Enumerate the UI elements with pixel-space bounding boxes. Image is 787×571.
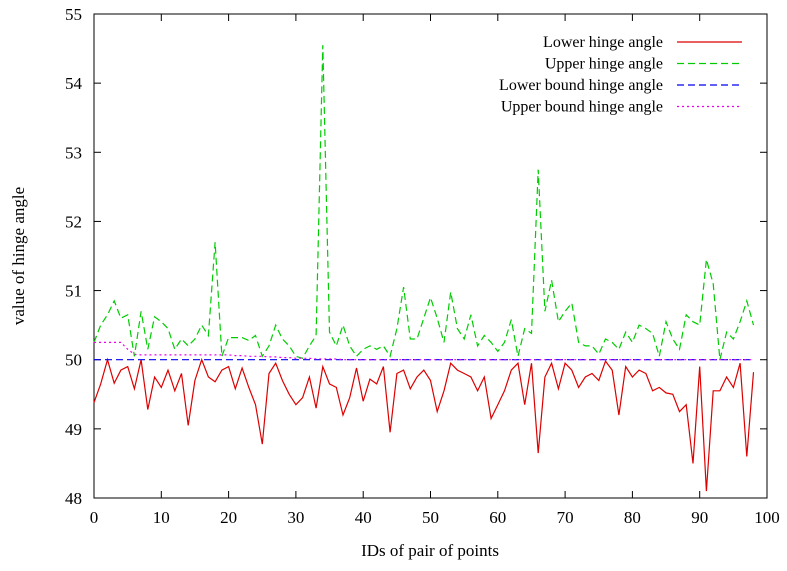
series-line-4 — [94, 341, 754, 361]
legend-label: Upper bound hinge angle — [501, 99, 663, 116]
x-tick-label: 30 — [287, 508, 304, 527]
x-tick-label: 0 — [90, 508, 99, 527]
x-tick-label: 50 — [422, 508, 439, 527]
axis-ticks: 0 10 20 30 40 50 60 70 80 90 100 48 49 50 51 52 53 54 55 — [65, 5, 780, 527]
series-lines — [93, 45, 755, 492]
y-tick-label: 48 — [65, 489, 82, 508]
y-tick-label: 50 — [65, 351, 82, 370]
y-tick-label: 49 — [65, 420, 82, 439]
x-tick-label: 10 — [153, 508, 170, 527]
x-tick-label: 60 — [489, 508, 506, 527]
legend-label: Lower bound hinge angle — [499, 77, 663, 94]
x-tick-label: 40 — [355, 508, 372, 527]
legend-label: Upper hinge angle — [545, 56, 663, 73]
x-tick-label: 100 — [754, 508, 780, 527]
y-tick-label: 53 — [65, 143, 82, 162]
series-line-1 — [93, 357, 755, 492]
x-tick-label: 20 — [220, 508, 237, 527]
y-tick-label: 52 — [65, 212, 82, 231]
x-tick-label: 90 — [691, 508, 708, 527]
x-axis-label: IDs of pair of points — [361, 541, 499, 560]
y-tick-label: 51 — [65, 282, 82, 301]
y-axis-label: value of hinge angle — [9, 187, 28, 325]
y-tick-label: 54 — [65, 74, 83, 93]
x-tick-label: 80 — [624, 508, 641, 527]
plot-frame — [93, 13, 768, 499]
legend: Lower hinge angle Upper hinge angle Lower … — [499, 34, 742, 116]
y-tick-label: 55 — [65, 5, 82, 24]
legend-label: Lower hinge angle — [543, 34, 663, 51]
series-line-2 — [93, 45, 755, 360]
x-tick-label: 70 — [557, 508, 574, 527]
